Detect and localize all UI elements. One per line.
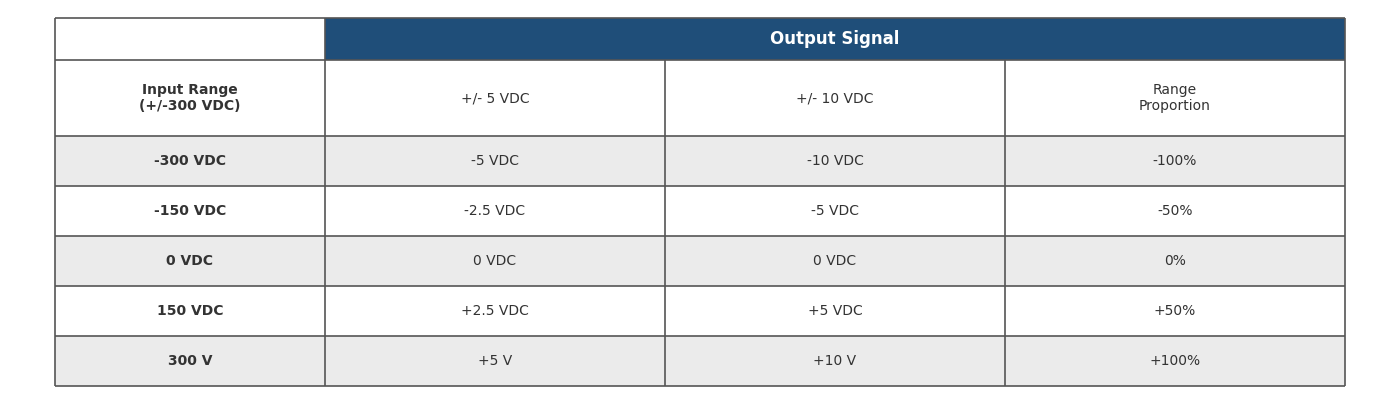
Text: 0 VDC: 0 VDC [813, 254, 857, 268]
Text: -5 VDC: -5 VDC [470, 154, 519, 168]
Text: -50%: -50% [1158, 204, 1193, 218]
Text: +5 VDC: +5 VDC [808, 304, 862, 318]
Text: -10 VDC: -10 VDC [806, 154, 864, 168]
Text: -100%: -100% [1152, 154, 1197, 168]
Text: +/- 10 VDC: +/- 10 VDC [797, 91, 874, 105]
Bar [55, 286, 1345, 336]
Bar [55, 236, 1345, 286]
Bar [55, 136, 1345, 186]
Text: 150 VDC: 150 VDC [157, 304, 223, 318]
Text: 0%: 0% [1163, 254, 1186, 268]
Text: Range
Proportion: Range Proportion [1140, 83, 1211, 113]
Bar [55, 60, 1345, 136]
Text: +10 V: +10 V [813, 354, 857, 368]
Bar [55, 186, 1345, 236]
Text: -5 VDC: -5 VDC [811, 204, 860, 218]
Text: -150 VDC: -150 VDC [154, 204, 227, 218]
Text: +50%: +50% [1154, 304, 1196, 318]
Text: +2.5 VDC: +2.5 VDC [461, 304, 529, 318]
Text: 300 V: 300 V [168, 354, 213, 368]
Bar [325, 18, 1345, 60]
Text: +/- 5 VDC: +/- 5 VDC [461, 91, 529, 105]
Text: +5 V: +5 V [477, 354, 512, 368]
Text: Output Signal: Output Signal [770, 30, 900, 48]
Text: +100%: +100% [1149, 354, 1201, 368]
Text: 0 VDC: 0 VDC [167, 254, 213, 268]
Text: Input Range
(+/-300 VDC): Input Range (+/-300 VDC) [139, 83, 241, 113]
Text: -2.5 VDC: -2.5 VDC [465, 204, 525, 218]
Text: 0 VDC: 0 VDC [473, 254, 517, 268]
Bar [55, 336, 1345, 386]
Text: -300 VDC: -300 VDC [154, 154, 225, 168]
